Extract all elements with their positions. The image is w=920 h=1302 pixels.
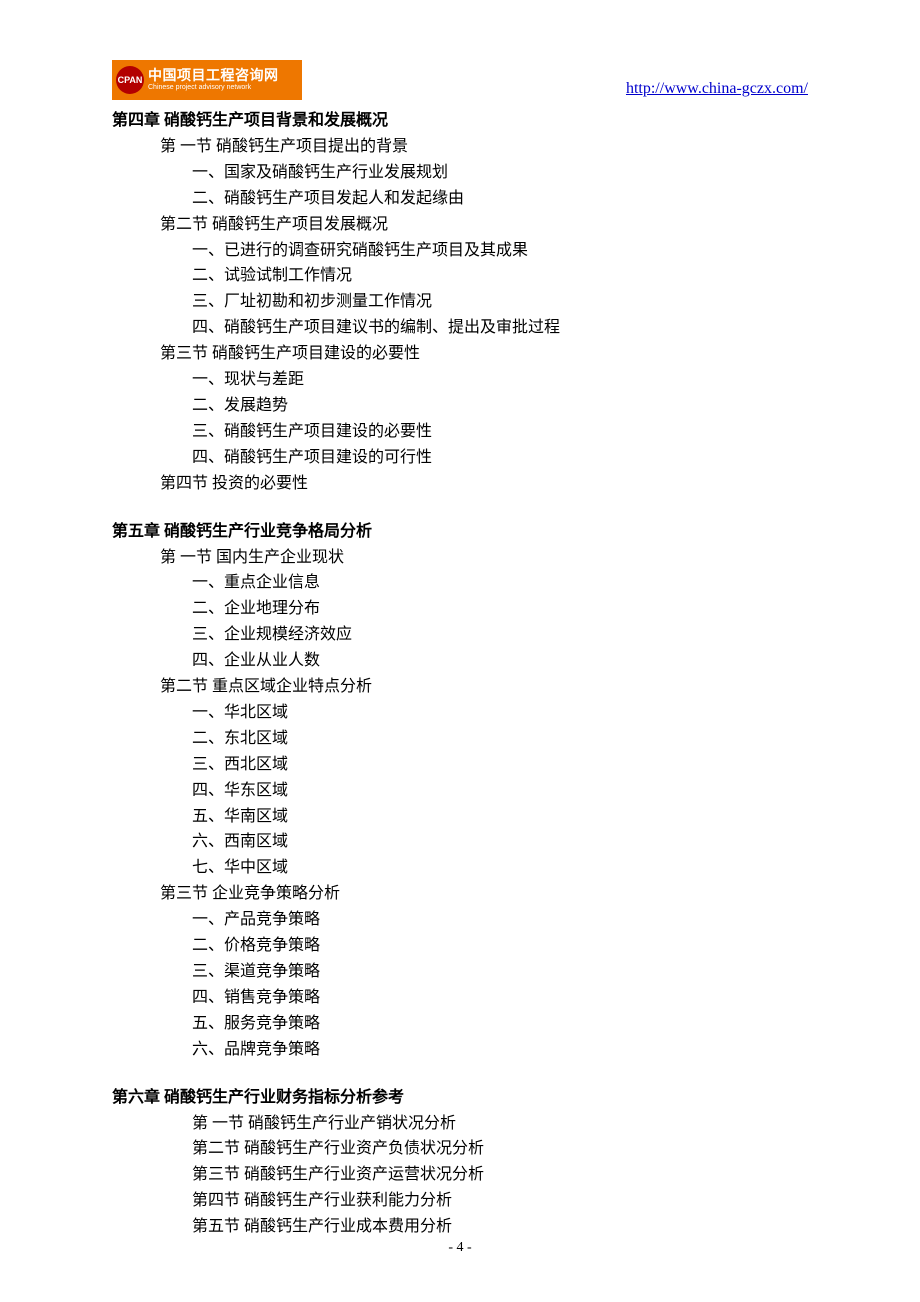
outline-item: 二、发展趋势 [112, 393, 808, 419]
chapter-5: 第五章 硝酸钙生产行业竞争格局分析 第 一节 国内生产企业现状 一、重点企业信息… [112, 519, 808, 1063]
section-heading: 第五节 硝酸钙生产行业成本费用分析 [112, 1214, 808, 1240]
section-heading: 第 一节 硝酸钙生产行业产销状况分析 [112, 1111, 808, 1137]
document-body: 第四章 硝酸钙生产项目背景和发展概况 第 一节 硝酸钙生产项目提出的背景 一、国… [112, 108, 808, 1240]
outline-item: 四、硝酸钙生产项目建议书的编制、提出及审批过程 [112, 315, 808, 341]
section-heading: 第四节 投资的必要性 [112, 471, 808, 497]
outline-item: 四、硝酸钙生产项目建设的可行性 [112, 445, 808, 471]
section-heading: 第三节 硝酸钙生产项目建设的必要性 [112, 341, 808, 367]
logo-title-en: Chinese project advisory network [148, 84, 279, 92]
outline-item: 三、渠道竞争策略 [112, 959, 808, 985]
outline-item: 一、现状与差距 [112, 367, 808, 393]
outline-item: 四、华东区域 [112, 778, 808, 804]
document-page: CPAN 中国项目工程咨询网 Chinese project advisory … [0, 0, 920, 1302]
outline-item: 四、销售竞争策略 [112, 985, 808, 1011]
page-number: - 4 - [0, 1240, 920, 1256]
outline-item: 六、西南区域 [112, 829, 808, 855]
chapter-title: 第五章 硝酸钙生产行业竞争格局分析 [112, 519, 808, 545]
logo-text: 中国项目工程咨询网 Chinese project advisory netwo… [148, 68, 279, 91]
chapter-title: 第四章 硝酸钙生产项目背景和发展概况 [112, 108, 808, 134]
site-logo: CPAN 中国项目工程咨询网 Chinese project advisory … [112, 60, 302, 100]
header-url-link[interactable]: http://www.china-gczx.com/ [626, 80, 808, 100]
outline-item: 二、东北区域 [112, 726, 808, 752]
outline-item: 二、价格竞争策略 [112, 933, 808, 959]
page-header: CPAN 中国项目工程咨询网 Chinese project advisory … [112, 60, 808, 100]
outline-item: 六、品牌竞争策略 [112, 1037, 808, 1063]
chapter-4: 第四章 硝酸钙生产项目背景和发展概况 第 一节 硝酸钙生产项目提出的背景 一、国… [112, 108, 808, 497]
outline-item: 一、华北区域 [112, 700, 808, 726]
section-heading: 第三节 硝酸钙生产行业资产运营状况分析 [112, 1162, 808, 1188]
section-heading: 第三节 企业竞争策略分析 [112, 881, 808, 907]
section-heading: 第 一节 硝酸钙生产项目提出的背景 [112, 134, 808, 160]
section-heading: 第四节 硝酸钙生产行业获利能力分析 [112, 1188, 808, 1214]
section-heading: 第 一节 国内生产企业现状 [112, 545, 808, 571]
section-heading: 第二节 硝酸钙生产行业资产负债状况分析 [112, 1136, 808, 1162]
chapter-title: 第六章 硝酸钙生产行业财务指标分析参考 [112, 1085, 808, 1111]
section-heading: 第二节 硝酸钙生产项目发展概况 [112, 212, 808, 238]
chapter-6: 第六章 硝酸钙生产行业财务指标分析参考 第 一节 硝酸钙生产行业产销状况分析 第… [112, 1085, 808, 1240]
outline-item: 二、试验试制工作情况 [112, 263, 808, 289]
outline-item: 一、重点企业信息 [112, 570, 808, 596]
outline-item: 三、西北区域 [112, 752, 808, 778]
outline-item: 一、国家及硝酸钙生产行业发展规划 [112, 160, 808, 186]
outline-item: 三、硝酸钙生产项目建设的必要性 [112, 419, 808, 445]
outline-item: 五、华南区域 [112, 804, 808, 830]
logo-badge-icon: CPAN [116, 66, 144, 94]
outline-item: 四、企业从业人数 [112, 648, 808, 674]
logo-title-cn: 中国项目工程咨询网 [148, 68, 279, 83]
section-heading: 第二节 重点区域企业特点分析 [112, 674, 808, 700]
outline-item: 七、华中区域 [112, 855, 808, 881]
outline-item: 五、服务竞争策略 [112, 1011, 808, 1037]
outline-item: 三、企业规模经济效应 [112, 622, 808, 648]
outline-item: 一、产品竞争策略 [112, 907, 808, 933]
outline-item: 三、厂址初勘和初步测量工作情况 [112, 289, 808, 315]
outline-item: 二、企业地理分布 [112, 596, 808, 622]
outline-item: 一、已进行的调查研究硝酸钙生产项目及其成果 [112, 238, 808, 264]
outline-item: 二、硝酸钙生产项目发起人和发起缘由 [112, 186, 808, 212]
